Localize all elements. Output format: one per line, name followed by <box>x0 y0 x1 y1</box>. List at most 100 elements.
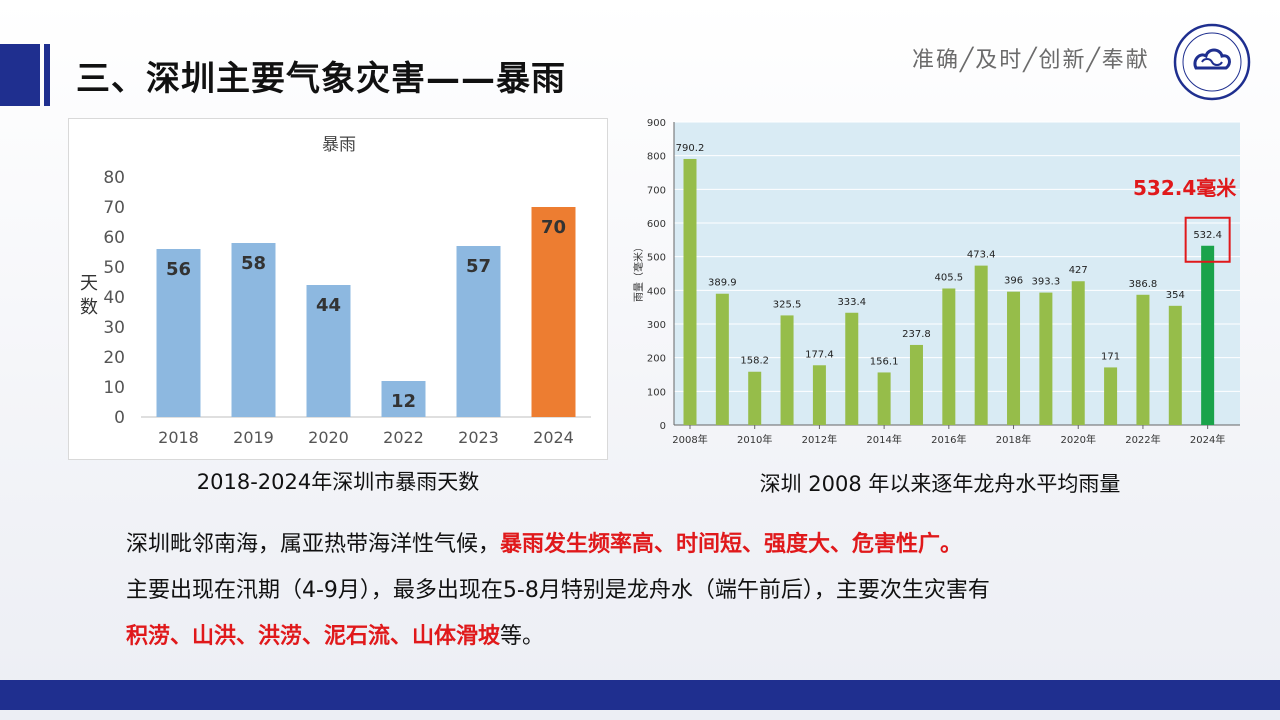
bar <box>231 243 276 417</box>
data-label: 389.9 <box>708 278 737 289</box>
data-label: 70 <box>541 217 566 238</box>
x-tick-label: 2024 <box>533 428 574 447</box>
meteorology-logo-icon <box>1173 23 1251 101</box>
data-label: 427 <box>1069 265 1088 276</box>
data-label: 156.1 <box>870 356 899 367</box>
bar <box>306 285 351 417</box>
x-tick-label: 2018 <box>158 428 199 447</box>
rainstorm-days-chart: 暴雨 0 10 20 30 40 50 60 70 80 天数 56 2018 58 2019 44 2020 1… <box>80 135 591 447</box>
body-line-3-emphasis: 积涝、山洪、洪涝、泥石流、山体滑坡 <box>126 624 501 649</box>
bar <box>456 246 501 417</box>
bar <box>156 249 201 417</box>
body-line-3: 积涝、山洪、洪涝、泥石流、山体滑坡等。 <box>126 614 1246 660</box>
body-line-1-emphasis: 暴雨发生频率高、时间短、强度大、危害性广。 <box>500 532 963 557</box>
x-tick-label: 2020 <box>308 428 349 447</box>
y-tick-label: 300 <box>647 320 666 331</box>
y-axis-label: 雨量（毫米） <box>632 242 645 302</box>
x-tick-label: 2016年 <box>931 433 966 446</box>
data-label: 333.4 <box>837 297 866 308</box>
y-tick-label: 700 <box>647 185 666 196</box>
y-tick-label: 30 <box>103 318 125 338</box>
body-line-1: 深圳毗邻南海，属亚热带海洋性气候，暴雨发生频率高、时间短、强度大、危害性广。 <box>126 522 1246 568</box>
data-label: 158.2 <box>740 356 769 367</box>
y-tick-label: 200 <box>647 354 666 365</box>
body-text: 深圳毗邻南海，属亚热带海洋性气候，暴雨发生频率高、时间短、强度大、危害性广。 主… <box>126 522 1246 660</box>
x-tick-label: 2020年 <box>1061 433 1096 446</box>
dragon-boat-rain-chart-panel: 0 100 200 300 400 500 600 700 800 900 雨量（毫米） 790.2 2… <box>630 112 1250 457</box>
y-tick-label: 10 <box>103 378 125 398</box>
x-tick-label: 2018年 <box>996 433 1031 446</box>
data-label: 405.5 <box>935 272 964 283</box>
bar <box>715 293 729 425</box>
bar <box>748 371 762 425</box>
x-tick-label: 2008年 <box>672 433 707 446</box>
data-label: 386.8 <box>1129 279 1158 290</box>
bar <box>942 288 956 425</box>
body-line-1-plain: 深圳毗邻南海，属亚热带海洋性气候， <box>126 532 501 557</box>
data-label: 473.4 <box>967 250 996 261</box>
dragon-boat-rain-caption: 深圳 2008 年以来逐年龙舟水平均雨量 <box>759 472 1121 496</box>
bar <box>1039 292 1053 425</box>
data-label: 325.5 <box>773 299 802 310</box>
y-tick-label: 20 <box>103 348 125 368</box>
chart-title: 暴雨 <box>322 135 356 155</box>
y-axis-label: 数 <box>80 297 98 318</box>
y-tick-label: 400 <box>647 286 666 297</box>
bar <box>531 207 576 417</box>
y-tick-label: 0 <box>660 421 666 432</box>
x-tick-label: 2024年 <box>1190 433 1225 446</box>
data-label: 177.4 <box>805 349 834 360</box>
title-accent-stripe <box>44 44 50 106</box>
dragon-boat-rain-chart: 0 100 200 300 400 500 600 700 800 900 雨量（毫米） 790.2 2… <box>632 118 1240 446</box>
y-tick-label: 900 <box>647 118 666 129</box>
bar <box>1007 291 1021 425</box>
highlight-box <box>1184 216 1231 263</box>
body-line-2: 主要出现在汛期（4-9月），最多出现在5-8月特别是龙舟水（端午前后），主要次生… <box>126 578 990 603</box>
y-tick-label: 60 <box>103 228 125 248</box>
rainstorm-days-chart-panel: 暴雨 0 10 20 30 40 50 60 70 80 天数 56 2018 58 2019 44 2020 1… <box>68 118 608 460</box>
bar <box>812 365 826 425</box>
footer-bar <box>0 680 1280 710</box>
x-tick-label: 2014年 <box>866 433 901 446</box>
y-tick-label: 100 <box>647 387 666 398</box>
title-accent-bar <box>0 44 40 106</box>
bar <box>1201 245 1215 425</box>
data-label: 58 <box>241 253 266 274</box>
rainstorm-days-caption: 2018-2024年深圳市暴雨天数 <box>196 470 480 494</box>
bar <box>1168 305 1182 425</box>
data-label: 237.8 <box>902 329 931 340</box>
bar <box>1071 281 1085 425</box>
x-tick-label: 2022 <box>383 428 424 447</box>
y-tick-label: 80 <box>103 168 125 188</box>
x-tick-label: 2010年 <box>737 433 772 446</box>
bar <box>780 315 794 425</box>
bar <box>683 158 697 425</box>
x-tick-label: 2022年 <box>1125 433 1160 446</box>
data-label: 56 <box>166 259 191 280</box>
bar <box>909 344 923 425</box>
x-tick-label: 2012年 <box>802 433 837 446</box>
data-label: 44 <box>316 295 341 316</box>
motto-text: 准确╱及时╱创新╱奉献 <box>912 48 1150 73</box>
bar <box>1136 294 1150 425</box>
y-tick-label: 500 <box>647 253 666 264</box>
y-tick-label: 0 <box>114 408 125 428</box>
data-label: 12 <box>391 391 416 412</box>
body-line-3-plain: 等。 <box>500 624 545 649</box>
x-tick-label: 2023 <box>458 428 499 447</box>
bar <box>974 265 988 425</box>
bar <box>877 372 891 425</box>
data-label: 790.2 <box>676 143 705 154</box>
y-tick-label: 70 <box>103 198 125 218</box>
x-tick-label: 2019 <box>233 428 274 447</box>
data-label: 354 <box>1166 290 1185 301</box>
highlight-annotation: 532.4毫米 <box>1133 176 1237 200</box>
bar <box>1104 367 1118 425</box>
data-label: 57 <box>466 256 491 277</box>
page-title: 三、深圳主要气象灾害——暴雨 <box>76 58 566 99</box>
y-tick-label: 50 <box>103 258 125 278</box>
data-label: 171 <box>1101 351 1120 362</box>
y-tick-label: 600 <box>647 219 666 230</box>
bar <box>845 312 859 425</box>
y-tick-label: 800 <box>647 152 666 163</box>
